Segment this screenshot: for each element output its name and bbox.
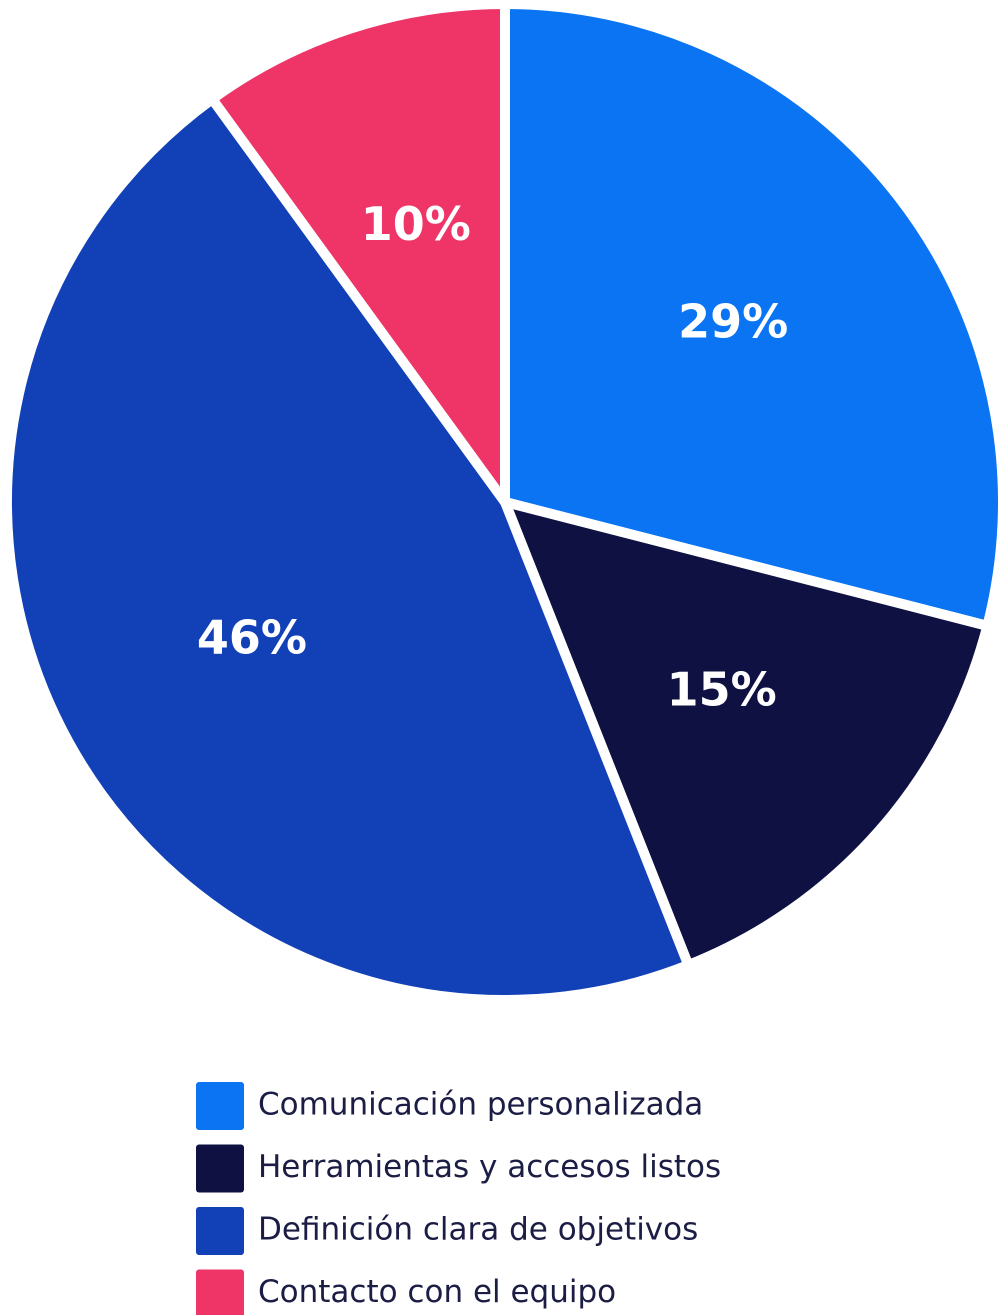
pie-slice [500, 497, 993, 971]
legend-swatch [196, 1269, 244, 1315]
value-label: 15% [667, 663, 777, 717]
legend-label: Definición clara de objetivos [258, 1212, 698, 1248]
legend-label: Comunicación personalizada [258, 1087, 703, 1123]
pie-slice [2, 94, 694, 1005]
pie-slice [207, 0, 510, 507]
legend-swatch [196, 1144, 244, 1193]
pie-slice [500, 0, 1005, 631]
value-label: 10% [361, 197, 471, 251]
legend-label: Contacto con el equipo [258, 1274, 616, 1310]
value-label: 29% [678, 294, 788, 348]
legend-label: Herramientas y accesos listos [258, 1149, 721, 1185]
value-label: 46% [197, 611, 307, 665]
legend-swatch [196, 1082, 244, 1130]
legend-swatch [196, 1207, 244, 1255]
